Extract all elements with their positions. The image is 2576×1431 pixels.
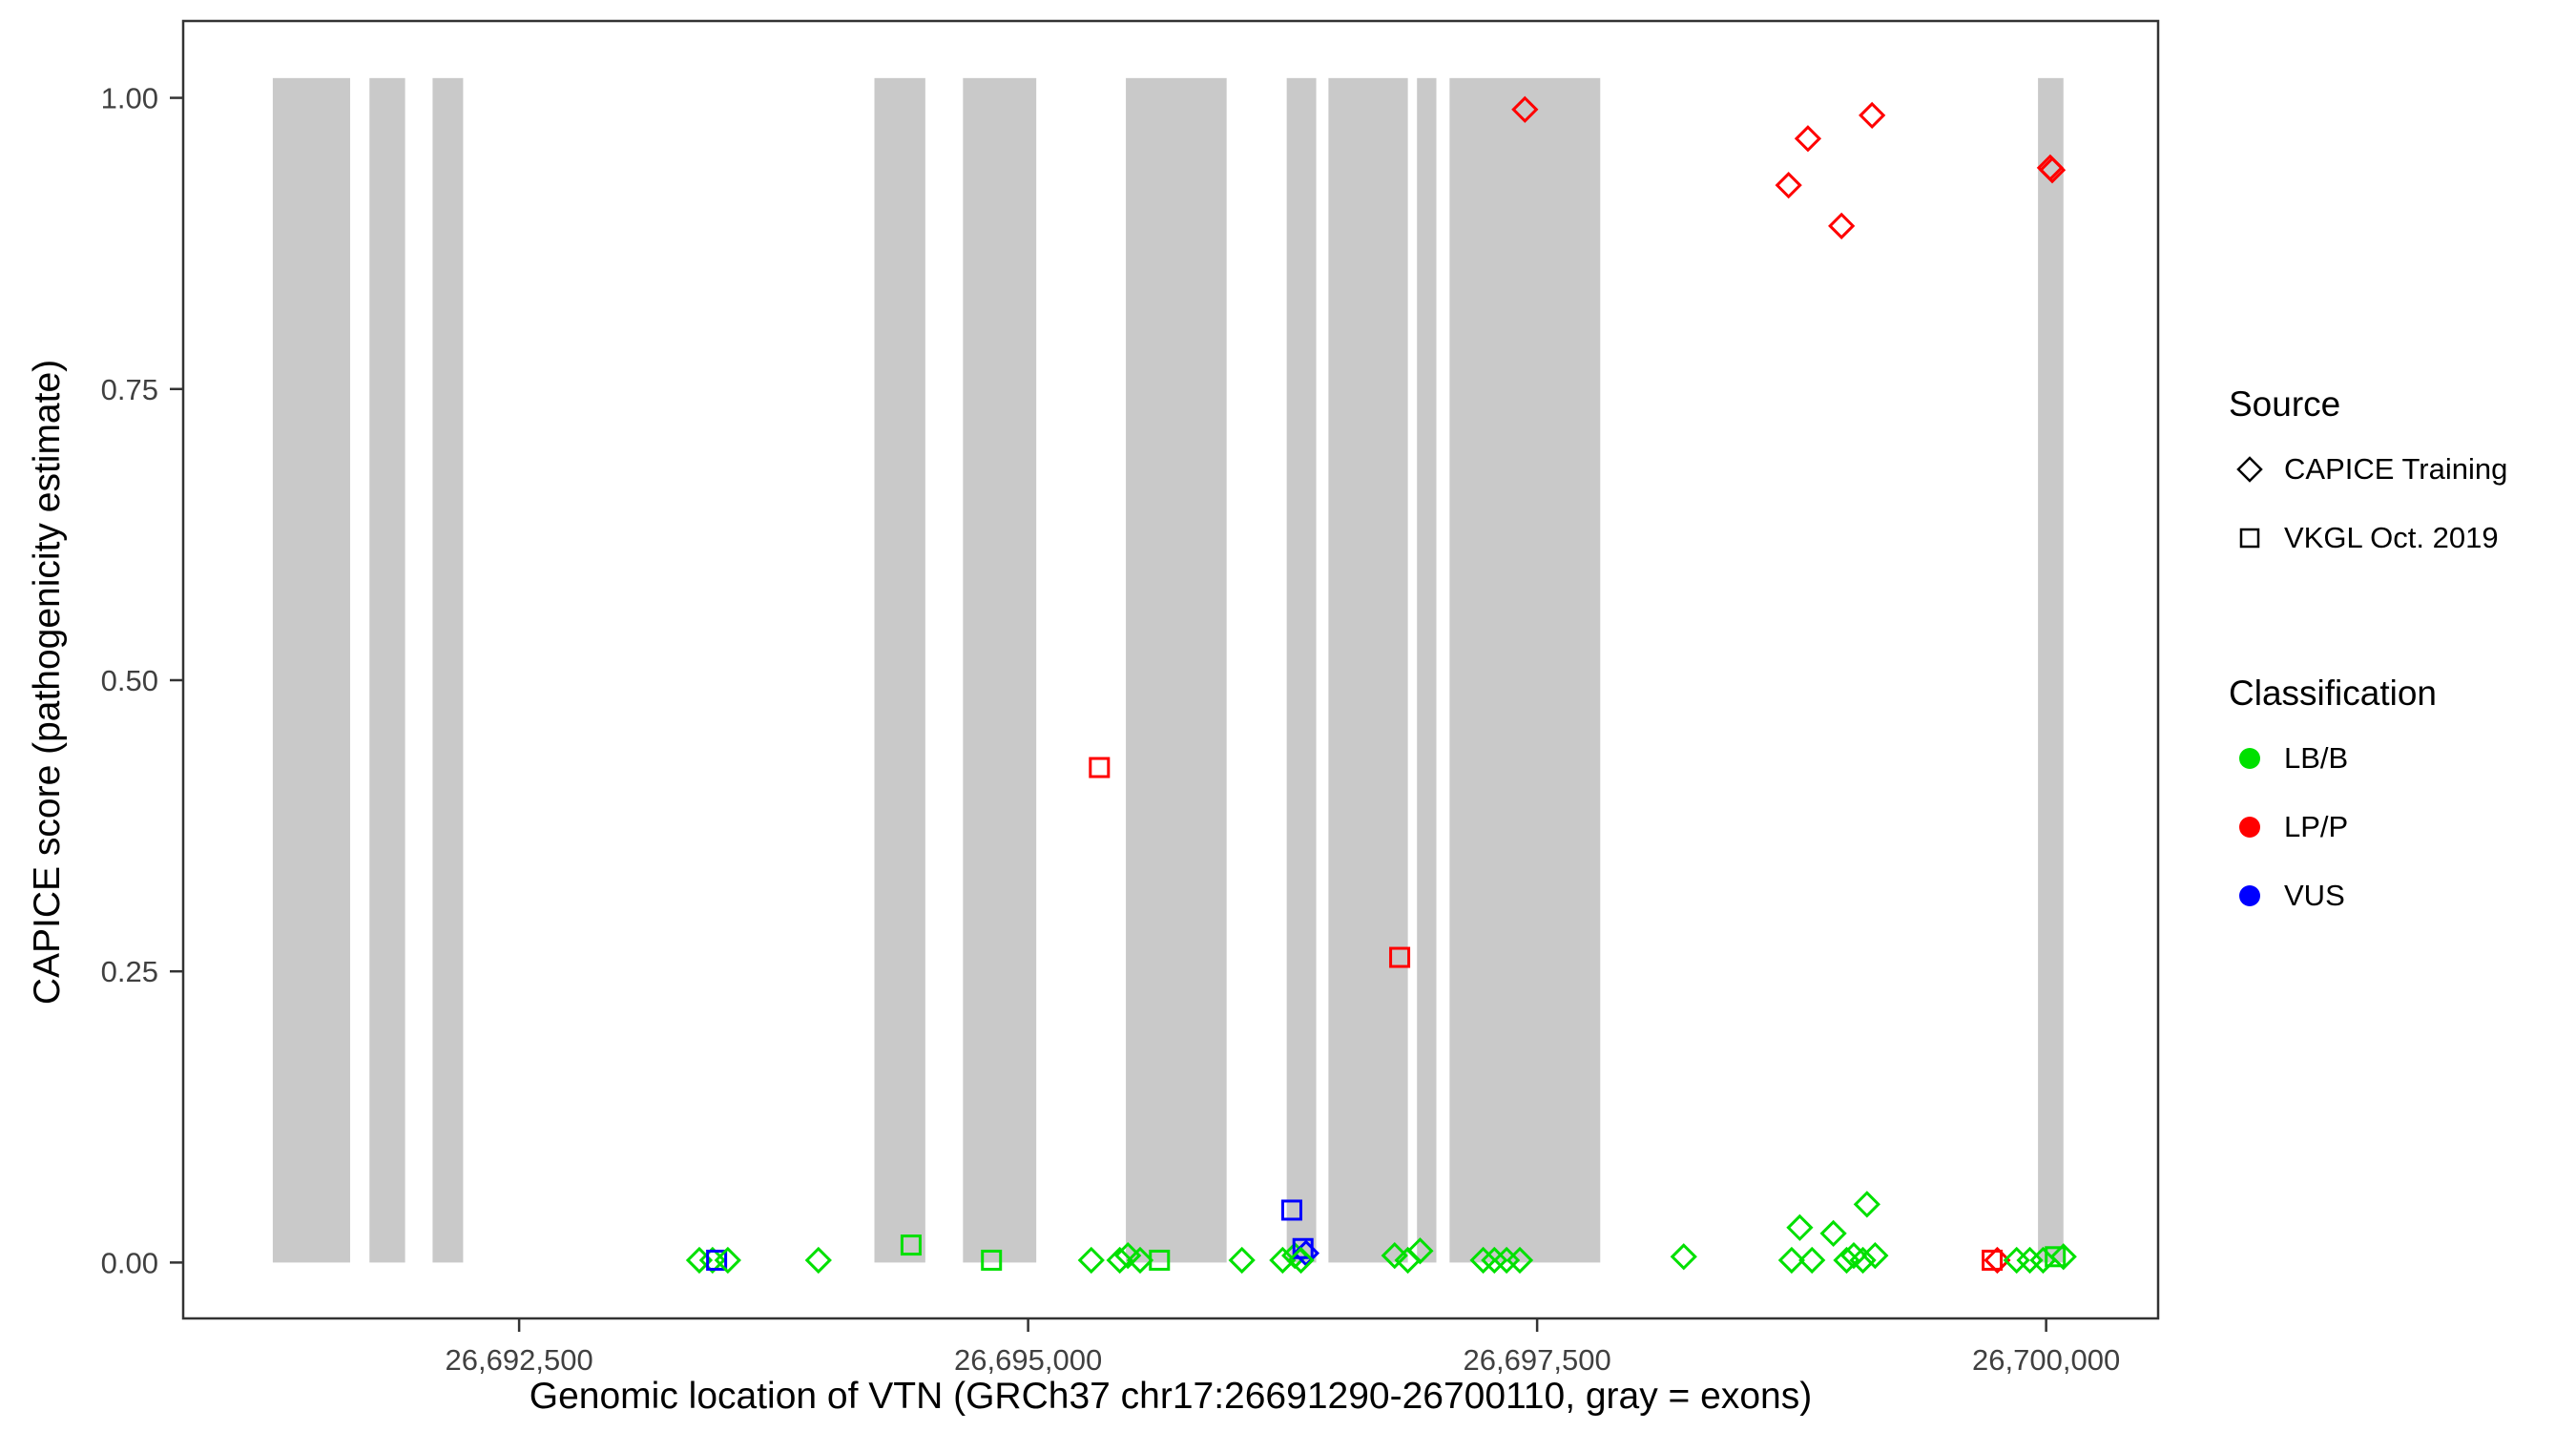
data-point-diamond [1506,1246,1534,1275]
data-point-diamond [1492,1246,1521,1275]
legend-item-vkgl: VKGL Oct. 2019 [2229,504,2507,572]
legend-item-lpp: LP/P [2229,793,2507,861]
exon-bar [272,77,350,1263]
data-point-diamond [1794,125,1822,153]
exon-bar [1126,77,1227,1263]
data-point-diamond [1798,1246,1826,1275]
exon-bar [1328,77,1408,1263]
data-point-diamond [1406,1237,1434,1265]
x-tick-label: 26,697,500 [1464,1343,1611,1377]
data-point-diamond [1984,1246,2011,1275]
legend-item-capice-training: CAPICE Training [2229,435,2507,504]
data-point-diamond [1228,1246,1256,1275]
data-point-square [1389,946,1411,968]
data-point-diamond [1381,1241,1408,1270]
data-point-diamond [1861,1241,1889,1270]
red-dot-icon [2229,806,2271,848]
data-point-diamond [1828,212,1856,239]
data-point-diamond [1777,1246,1806,1275]
data-point-square [1982,1249,2004,1271]
exon-bar [432,77,464,1263]
data-point-diamond [1481,1246,1508,1275]
y-tick-label: 1.00 [101,82,158,115]
data-point-diamond [804,1246,832,1275]
data-point-diamond [1853,1191,1880,1218]
legend-classification-title: Classification [2229,674,2437,713]
y-tick-label: 0.25 [101,955,158,988]
data-point-square [1149,1249,1171,1271]
y-tick-label: 0.00 [101,1246,158,1279]
legend-source-title: Source [2229,384,2341,424]
data-point-square [900,1234,922,1256]
data-point-diamond [1511,95,1539,123]
data-point-diamond [1077,1246,1105,1275]
exon-bar [1449,77,1601,1263]
diamond-key-icon [2229,448,2271,490]
y-tick-label: 0.50 [101,664,158,697]
green-dot-icon [2229,737,2271,779]
exon-bar [1286,77,1317,1263]
x-axis-title: Genomic location of VTN (GRCh37 chr17:26… [529,1376,1813,1417]
data-point-diamond [714,1246,741,1275]
panel-border [181,19,2160,1320]
exon-bar [2038,77,2064,1263]
data-point-diamond [1819,1219,1847,1248]
data-point-diamond [1106,1246,1133,1275]
data-point-square [981,1249,1003,1271]
legend-item-vus: VUS [2229,861,2507,930]
data-point-square [1089,757,1111,778]
data-point-diamond [1126,1246,1154,1275]
legend-item-label: CAPICE Training [2284,452,2508,486]
legend-item-label: VUS [2284,879,2345,912]
legend-item-lbb: LB/B [2229,724,2507,793]
data-point-diamond [1786,1213,1814,1241]
data-point-square [1280,1199,1302,1221]
data-point-diamond [1775,172,1802,199]
x-tick-label: 26,695,000 [954,1343,1102,1377]
data-point-diamond [2049,1243,2077,1271]
data-point-square [706,1249,728,1271]
blue-dot-icon [2229,875,2271,917]
legend-item-label: LB/B [2284,741,2349,775]
legend: Source CAPICE Training VKGL Oct. 2019 [2229,374,2507,930]
x-tick-label: 26,700,000 [1972,1343,2120,1377]
data-point-diamond [2003,1246,2030,1275]
legend-classification-section: Classification LB/B LP/P VUS [2229,663,2507,930]
x-tick-label: 26,692,500 [446,1343,593,1377]
data-point-diamond [1670,1243,1697,1271]
data-point-diamond [1849,1246,1877,1275]
exon-bar [874,77,925,1263]
y-tick-label: 0.75 [101,373,158,406]
legend-item-label: LP/P [2284,810,2349,843]
data-point-diamond [1469,1246,1497,1275]
exon-bar [369,77,405,1263]
data-point-square [2045,1246,2067,1268]
data-point-diamond [1859,101,1886,130]
legend-item-label: VKGL Oct. 2019 [2284,521,2499,554]
y-axis-title: CAPICE score (pathogenicity estimate) [27,359,68,1006]
data-point-diamond [1287,1246,1315,1275]
exon-bar [1417,77,1437,1263]
legend-source-section: Source CAPICE Training VKGL Oct. 2019 [2229,374,2507,572]
data-point-diamond [2038,156,2067,184]
square-key-icon [2229,517,2271,559]
data-point-diamond [1269,1246,1297,1275]
exon-bar [963,77,1037,1263]
data-point-diamond [2016,1246,2044,1275]
